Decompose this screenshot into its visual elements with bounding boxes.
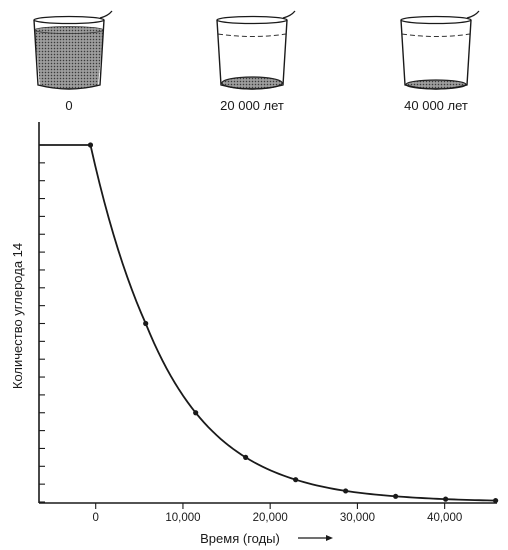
data-point [193,410,199,416]
beaker-rim [400,15,472,25]
data-point [243,454,249,460]
x-tick-label: 0 [93,512,99,524]
data-point [293,477,299,483]
beaker-label: 0 [65,98,72,113]
beaker-liquid-surface [34,26,104,34]
beaker-rim [216,15,288,25]
x-tick-labels: 0 10,000 20,000 30,000 40,000 [93,512,463,524]
decay-curve-layer [39,144,496,502]
beaker-initial-level [401,33,471,37]
beaker-initial-level [217,33,287,37]
x-tick-label: 10,000 [165,512,200,524]
arrow-right-icon [298,535,333,541]
beaker-glass [400,19,472,90]
beaker-rim [33,15,105,25]
data-point [87,142,94,148]
beaker-spout [282,10,296,19]
beaker-row: 0 20 000 лет 40 000 лет [33,10,480,113]
beaker-label: 40 000 лет [404,98,468,113]
beaker-glass [33,19,105,90]
x-axis-label: Время (годы) [200,531,280,546]
data-point [393,493,399,499]
y-axis-label: Количество углерода 14 [10,243,25,389]
data-point [343,488,349,494]
decay-curve [39,144,496,502]
decay-chart: 0 10,000 20,000 30,000 40,000 Время (годы) К… [10,122,499,546]
beaker-label: 20 000 лет [220,98,284,113]
data-point [443,496,449,502]
data-points [87,142,499,504]
beaker-liquid [34,30,104,89]
data-point [143,320,149,327]
x-tick-label: 30,000 [340,512,375,524]
x-tick-label: 20,000 [253,512,288,524]
x-tick-label: 40,000 [427,512,462,524]
beaker: 40 000 лет [400,10,480,113]
beaker: 0 [33,10,113,113]
beaker: 20 000 лет [216,10,296,113]
chart-axes [38,122,497,504]
beaker-spout [99,10,113,19]
beaker-glass [216,19,288,90]
data-point [493,497,499,504]
beaker-spout [466,10,480,19]
